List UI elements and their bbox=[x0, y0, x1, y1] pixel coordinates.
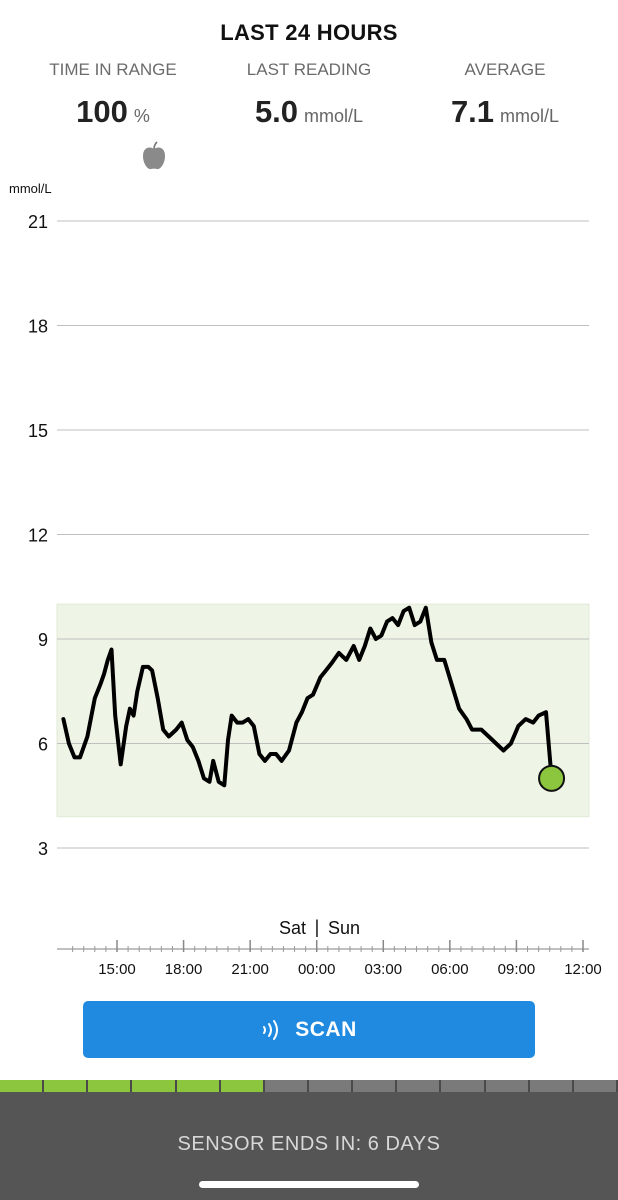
glucose-line bbox=[61, 605, 554, 788]
average-unit: mmol/L bbox=[500, 106, 560, 126]
x-tick-label: 12:00 bbox=[564, 961, 602, 978]
sensor-life-segment bbox=[44, 1080, 89, 1092]
x-tick-label: 21:00 bbox=[231, 961, 269, 978]
time-in-range-number: 100 bbox=[76, 94, 128, 129]
y-tick-label: 12 bbox=[28, 526, 48, 546]
y-tick-label: 21 bbox=[28, 212, 48, 232]
sensor-life-segment bbox=[308, 1080, 354, 1092]
sensor-life-segment bbox=[573, 1080, 618, 1092]
sensor-life-segment bbox=[485, 1080, 530, 1092]
day-divider: | bbox=[315, 917, 320, 937]
average-label: AVERAGE bbox=[464, 60, 546, 79]
time-in-range-label: TIME IN RANGE bbox=[49, 60, 177, 79]
scan-button[interactable]: SCAN bbox=[83, 1001, 535, 1058]
target-range-band bbox=[56, 603, 590, 818]
x-tick-label: 09:00 bbox=[498, 961, 536, 978]
sensor-life-segment bbox=[176, 1080, 221, 1092]
y-axis-label: mmol/L bbox=[9, 181, 52, 196]
home-indicator bbox=[199, 1181, 419, 1188]
x-tick-label: 00:00 bbox=[298, 961, 336, 978]
sensor-life-segment bbox=[529, 1080, 574, 1092]
sensor-life-segment bbox=[397, 1080, 442, 1092]
time-in-range-unit: % bbox=[133, 106, 150, 126]
y-tick-label: 15 bbox=[28, 421, 48, 441]
last-reading-unit: mmol/L bbox=[304, 106, 364, 126]
time-in-range-stat: TIME IN RANGE 100% bbox=[10, 60, 216, 130]
sensor-life-segment bbox=[220, 1080, 265, 1092]
sensor-life-segment bbox=[264, 1080, 309, 1092]
nfc-wave-icon bbox=[263, 1019, 279, 1040]
glucose-chart: 21 18 15 12 9 6 3 mmol/L 15:00 18:00 21:00 00:00 0… bbox=[9, 181, 602, 978]
x-tick-label: 06:00 bbox=[431, 961, 469, 978]
y-tick-label: 18 bbox=[28, 317, 48, 337]
y-tick-label: 3 bbox=[38, 839, 48, 859]
sensor-life-segment bbox=[353, 1080, 398, 1092]
scan-button-label: SCAN bbox=[295, 1017, 357, 1041]
page-title: LAST 24 HOURS bbox=[220, 20, 398, 45]
sensor-life-segment bbox=[0, 1080, 45, 1092]
last-reading-value: 5.0 mmol/L bbox=[206, 94, 412, 130]
average-number: 7.1 bbox=[450, 94, 495, 129]
last-reading-stat: LAST READING 5.0 mmol/L bbox=[206, 60, 412, 130]
sensor-life-progress bbox=[0, 1080, 618, 1092]
time-in-range-value: 100% bbox=[10, 94, 216, 130]
y-tick-label: 9 bbox=[38, 630, 48, 650]
apple-icon[interactable] bbox=[141, 141, 167, 171]
average-stat: AVERAGE 7.1 mmol/L bbox=[402, 60, 608, 130]
sensor-life-segment bbox=[441, 1080, 486, 1092]
last-reading-number: 5.0 bbox=[254, 94, 299, 129]
average-value: 7.1 mmol/L bbox=[402, 94, 608, 130]
last-reading-label: LAST READING bbox=[246, 60, 372, 79]
x-tick-label: 03:00 bbox=[365, 961, 403, 978]
day-label-sun: Sun bbox=[328, 918, 360, 938]
y-tick-label: 6 bbox=[38, 735, 48, 755]
sensor-life-segment bbox=[88, 1080, 133, 1092]
x-tick-label: 18:00 bbox=[165, 961, 203, 978]
x-tick-label: 15:00 bbox=[98, 961, 136, 978]
current-reading-dot[interactable] bbox=[538, 764, 566, 792]
sensor-status-text: SENSOR ENDS IN: 6 DAYS bbox=[177, 1133, 441, 1155]
sensor-life-segment bbox=[132, 1080, 177, 1092]
day-label-sat: Sat bbox=[279, 918, 306, 938]
